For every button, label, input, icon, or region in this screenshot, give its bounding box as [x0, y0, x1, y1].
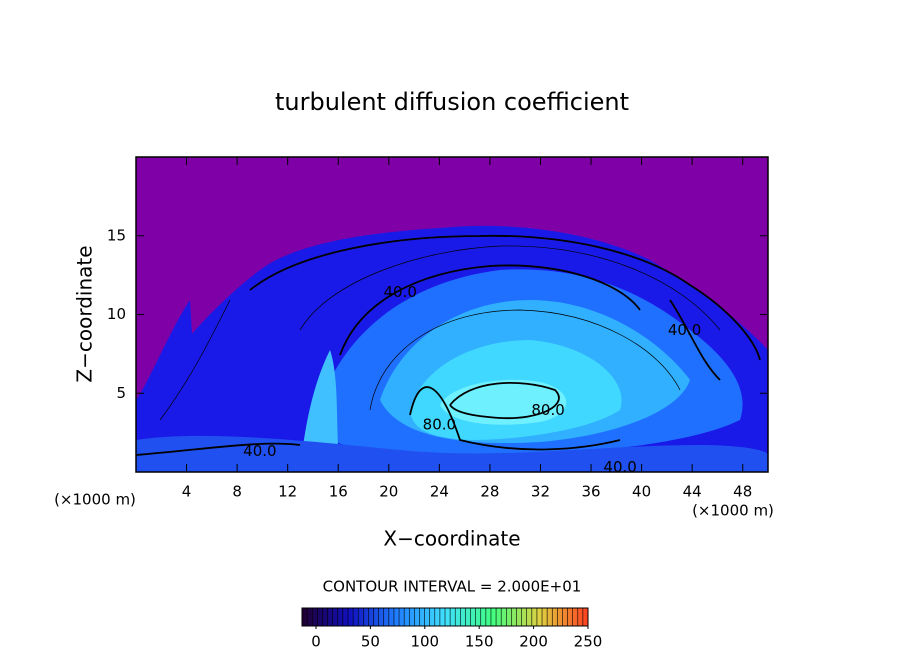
contour-field — [136, 157, 768, 472]
contour-label: 40.0 — [668, 321, 701, 339]
colorbar-tick-label: 0 — [311, 633, 321, 651]
colorbar-title: CONTOUR INTERVAL = 2.000E+01 — [323, 578, 582, 596]
x-tick-label: 8 — [232, 483, 242, 501]
contour-label: 40.0 — [383, 283, 416, 301]
colorbar-tick-label: 150 — [465, 633, 494, 651]
y-axis-label: Z−coordinate — [73, 245, 97, 382]
contour-label: 80.0 — [531, 401, 564, 419]
colorbar-tick-label: 100 — [410, 633, 439, 651]
x-tick-label: 20 — [379, 483, 398, 501]
x-tick-label: 40 — [632, 483, 651, 501]
x-unit-label: (×1000 m) — [54, 491, 136, 509]
y-tick-label: 10 — [107, 305, 126, 323]
contour-label: 40.0 — [603, 458, 636, 476]
x-tick-label: 44 — [683, 483, 702, 501]
x-axis-label: X−coordinate — [383, 527, 520, 551]
colorbar-tick-label: 250 — [574, 633, 603, 651]
y-tick-label: 5 — [116, 384, 126, 402]
contour-label: 40.0 — [243, 442, 276, 460]
x-tick-label: 12 — [278, 483, 297, 501]
x-tick-label: 36 — [581, 483, 600, 501]
x-tick-label: 28 — [480, 483, 499, 501]
x-tick-label: 32 — [531, 483, 550, 501]
x-tick-label: 48 — [733, 483, 752, 501]
y-tick-label: 15 — [107, 226, 126, 244]
contour-label: 80.0 — [423, 415, 456, 433]
x-tick-label: 4 — [182, 483, 192, 501]
x-unit-label: (×1000 m) — [692, 502, 774, 520]
chart-title: turbulent diffusion coefficient — [275, 88, 629, 116]
colorbar-tick-label: 200 — [519, 633, 548, 651]
x-tick-label: 16 — [329, 483, 348, 501]
colorbar-tick-label: 50 — [361, 633, 380, 651]
x-tick-label: 24 — [430, 483, 449, 501]
